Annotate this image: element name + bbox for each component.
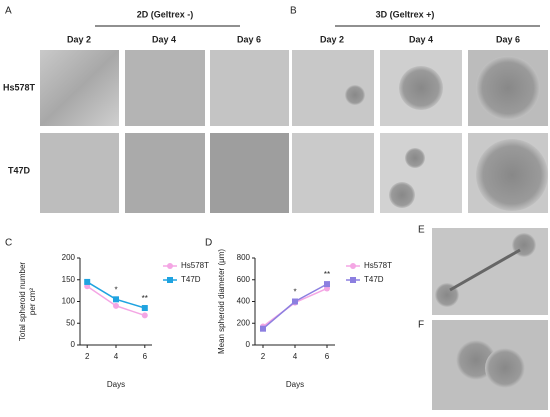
- legend-label: Hs578T: [364, 261, 392, 270]
- spheroid: [485, 348, 525, 388]
- group-title: 2D (Geltrex -): [137, 9, 194, 19]
- y-tick-label: 0: [71, 340, 76, 349]
- day-label: Day 4: [152, 34, 176, 44]
- spheroid: [345, 85, 365, 105]
- panel-label: D: [205, 238, 212, 249]
- legend-marker: [167, 263, 173, 269]
- point: [141, 312, 148, 319]
- x-tick-label: 4: [293, 352, 298, 361]
- annotation: *: [293, 288, 296, 297]
- panel-label: C: [5, 238, 12, 249]
- image: [125, 50, 205, 126]
- x-axis-label: Days: [107, 380, 125, 389]
- y-tick-label: 150: [62, 275, 76, 284]
- image: [125, 133, 205, 213]
- point: [260, 325, 266, 332]
- x-tick-label: 2: [85, 352, 90, 361]
- spheroid: [405, 148, 425, 168]
- x-tick-label: 6: [325, 352, 330, 361]
- spheroid: [389, 182, 415, 208]
- row-label: Hs578T: [3, 82, 36, 92]
- y-axis-label: Mean spheroid diameter (μm): [217, 249, 226, 354]
- y-tick-label: 400: [237, 297, 251, 306]
- micrographs: [40, 50, 548, 410]
- spheroid: [399, 66, 443, 110]
- row-label: T47D: [8, 165, 31, 175]
- annotation: *: [114, 285, 117, 294]
- annotation: **: [142, 294, 148, 303]
- y-tick-label: 100: [62, 297, 76, 306]
- legend-label: T47D: [364, 275, 384, 284]
- panel-label: F: [418, 320, 424, 331]
- y-tick-label: 200: [237, 318, 251, 327]
- day-label: Day 2: [67, 34, 91, 44]
- x-tick-label: 4: [114, 352, 119, 361]
- panel-label: B: [290, 6, 297, 17]
- panel-label: A: [5, 6, 12, 17]
- y-tick-label: 800: [237, 253, 251, 262]
- point: [113, 302, 119, 309]
- x-axis-label: Days: [286, 380, 304, 389]
- image: [40, 50, 119, 126]
- x-tick-label: 6: [143, 352, 148, 361]
- image: [292, 133, 374, 213]
- y-tick-label: 50: [66, 318, 75, 327]
- annotation: **: [324, 270, 330, 279]
- spheroid: [476, 139, 548, 211]
- legend-marker: [350, 263, 356, 269]
- point: [141, 305, 148, 312]
- day-label: Day 2: [320, 34, 344, 44]
- day-label: Day 4: [409, 34, 433, 44]
- y-tick-label: 0: [246, 340, 251, 349]
- image: [210, 50, 289, 126]
- point: [324, 281, 330, 288]
- image: [210, 133, 289, 213]
- bridge: [449, 248, 521, 292]
- group-title: 3D (Geltrex +): [376, 9, 435, 19]
- legend-marker: [167, 277, 173, 283]
- spheroid: [476, 56, 540, 120]
- point: [113, 296, 119, 303]
- legend-label: T47D: [181, 275, 201, 284]
- point: [84, 278, 91, 285]
- panel-label: E: [418, 225, 425, 236]
- point: [292, 298, 298, 305]
- day-label: Day 6: [237, 34, 261, 44]
- legend-marker: [350, 277, 356, 283]
- legend-label: Hs578T: [181, 261, 209, 270]
- y-tick-label: 200: [62, 253, 76, 262]
- day-label: Day 6: [496, 34, 520, 44]
- y-axis-label: per cm²: [28, 288, 37, 315]
- image: [40, 133, 119, 213]
- y-tick-label: 600: [237, 275, 251, 284]
- y-axis-label: Total spheroid number: [18, 262, 27, 341]
- x-tick-label: 2: [261, 352, 266, 361]
